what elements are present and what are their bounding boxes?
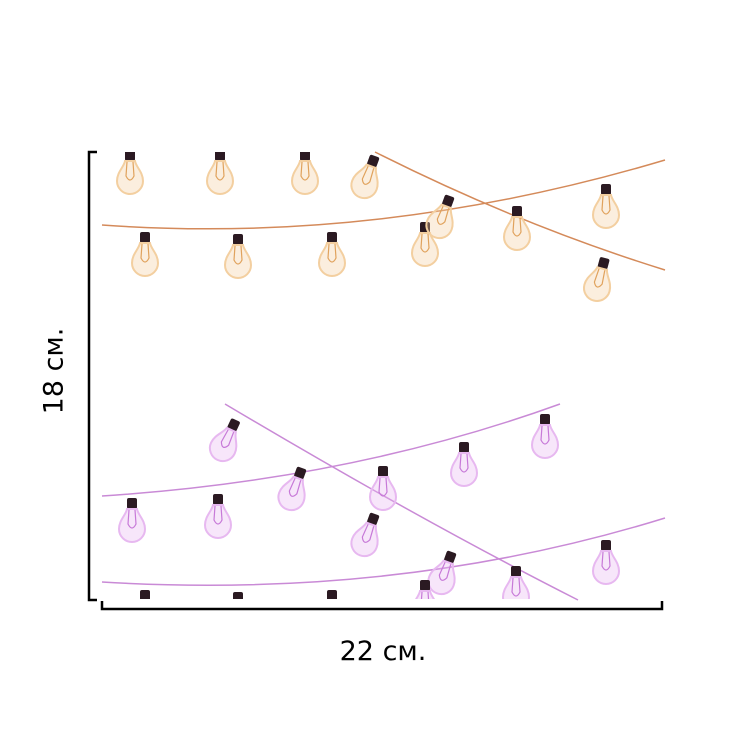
- light-bulb: [233, 592, 243, 599]
- light-bulb: [449, 442, 479, 487]
- bulbs-group: [115, 152, 621, 599]
- light-bulb: [208, 418, 240, 463]
- light-bulb: [140, 590, 150, 599]
- pink-strand-wire: [101, 403, 561, 497]
- light-bulb: [425, 194, 455, 240]
- light-bulb: [530, 414, 560, 459]
- light-bulb: [350, 512, 380, 558]
- light-bulb: [427, 550, 457, 596]
- light-bulb: [582, 257, 612, 302]
- light-bulb: [327, 590, 337, 599]
- photo-area: [101, 151, 666, 601]
- pink-strand-wire: [224, 403, 579, 601]
- light-bulb: [502, 206, 532, 251]
- light-bulb: [591, 540, 621, 585]
- light-bulb: [414, 580, 436, 599]
- warm-strand-wire: [101, 159, 666, 230]
- light-bulb: [591, 184, 621, 229]
- light-bulb: [205, 152, 235, 195]
- width-dimension-line: [100, 601, 664, 611]
- light-bulb: [501, 566, 531, 599]
- light-bulb: [223, 234, 253, 279]
- light-bulb: [203, 494, 233, 539]
- light-bulb: [410, 222, 440, 267]
- pink-strand-wire: [101, 517, 666, 586]
- light-bulb: [317, 232, 347, 277]
- height-label: 18 см.: [38, 327, 70, 415]
- string-lights: [101, 151, 666, 601]
- light-bulb: [115, 152, 145, 195]
- light-bulb: [350, 154, 380, 200]
- width-label: 22 см.: [339, 636, 427, 667]
- light-bulb: [277, 466, 307, 512]
- light-bulb: [368, 466, 398, 511]
- height-dimension-line: [87, 150, 97, 602]
- light-bulb: [290, 152, 320, 195]
- light-bulb: [117, 498, 147, 543]
- light-bulb: [130, 232, 160, 277]
- dimension-frame: [87, 150, 664, 611]
